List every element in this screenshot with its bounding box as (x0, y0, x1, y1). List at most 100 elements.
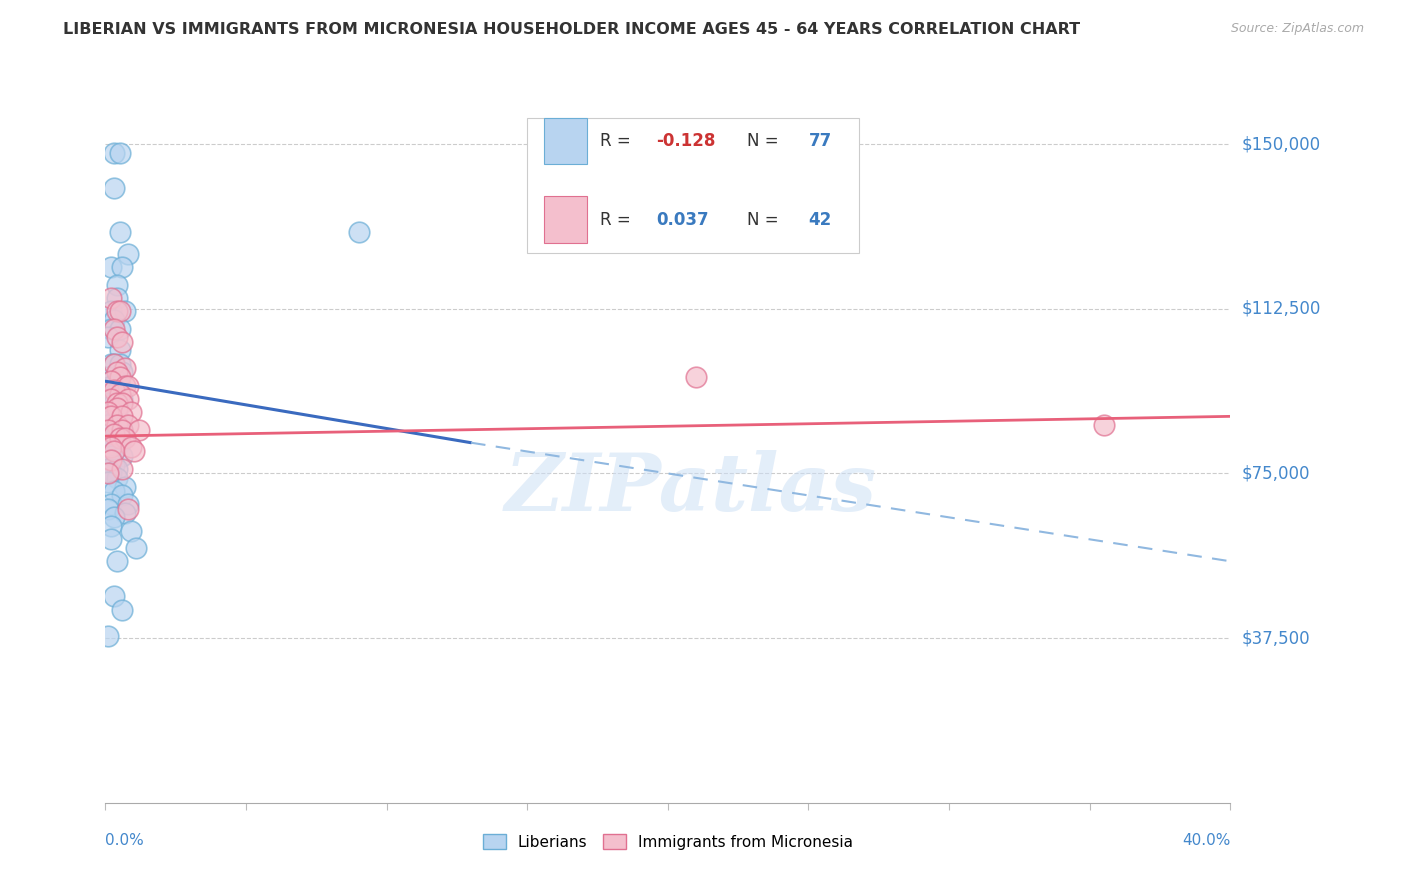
Point (103, 510, 125, 524)
Point (105, 423, 128, 437)
Point (105, 378, 128, 392)
Point (97, 462, 120, 476)
Point (105, 462, 128, 476)
Point (100, 260, 122, 274)
Point (125, 541, 148, 555)
Point (103, 431, 125, 445)
Point (97, 435, 120, 450)
Text: 0.037: 0.037 (657, 211, 709, 228)
Text: $75,000: $75,000 (1241, 465, 1310, 483)
Point (111, 462, 134, 476)
Point (105, 396, 128, 410)
Point (108, 145, 131, 160)
Text: $150,000: $150,000 (1241, 135, 1320, 153)
Point (97, 387, 120, 401)
Point (100, 396, 122, 410)
Text: 77: 77 (808, 132, 832, 150)
Point (100, 497, 122, 511)
Point (105, 330, 128, 344)
Text: R =: R = (600, 211, 637, 228)
Text: 42: 42 (808, 211, 832, 228)
Point (103, 444, 125, 458)
Point (100, 431, 122, 445)
Point (100, 519, 122, 533)
Point (100, 291, 122, 305)
Legend: Liberians, Immigrants from Micronesia: Liberians, Immigrants from Micronesia (477, 828, 859, 855)
Point (108, 431, 131, 445)
Point (103, 357, 125, 371)
Point (103, 181, 125, 195)
Point (103, 396, 125, 410)
Point (111, 260, 134, 274)
Point (100, 405, 122, 419)
Point (105, 374, 128, 388)
Point (111, 409, 134, 424)
Point (100, 533, 122, 547)
Point (97, 405, 120, 419)
Point (97, 396, 120, 410)
Point (97, 330, 120, 344)
Point (111, 396, 134, 410)
Point (103, 444, 125, 458)
Point (120, 405, 142, 419)
Point (103, 145, 125, 160)
Bar (544, 118, 586, 164)
Point (111, 334, 134, 349)
Point (117, 497, 139, 511)
Point (111, 392, 134, 406)
Point (97, 440, 120, 454)
Point (97, 426, 120, 441)
Text: $112,500: $112,500 (1241, 300, 1320, 318)
Point (105, 401, 128, 415)
Point (105, 471, 128, 485)
Point (100, 440, 122, 454)
Point (114, 361, 136, 376)
Point (103, 435, 125, 450)
Point (120, 524, 142, 538)
Point (100, 304, 122, 318)
Point (100, 467, 122, 481)
Text: R =: R = (600, 132, 637, 150)
Point (100, 453, 122, 467)
Text: Source: ZipAtlas.com: Source: ZipAtlas.com (1230, 22, 1364, 36)
Point (103, 383, 125, 397)
Point (108, 369, 131, 384)
Point (97, 453, 120, 467)
Point (1092, 418, 1115, 433)
Point (105, 366, 128, 380)
Point (100, 409, 122, 424)
Point (117, 247, 139, 261)
Point (103, 387, 125, 401)
Text: N =: N = (747, 132, 783, 150)
Point (108, 321, 131, 335)
Text: 0.0%: 0.0% (105, 833, 145, 848)
Point (108, 378, 131, 392)
Point (100, 392, 122, 406)
Point (105, 554, 128, 568)
Point (97, 414, 120, 428)
Point (685, 369, 707, 384)
Point (105, 401, 128, 415)
Point (97, 369, 120, 384)
Point (100, 321, 122, 335)
Point (114, 378, 136, 392)
Point (128, 423, 150, 437)
Point (117, 392, 139, 406)
Point (114, 304, 136, 318)
Text: N =: N = (747, 211, 783, 228)
Point (117, 418, 139, 433)
Point (111, 423, 134, 437)
Point (111, 449, 134, 463)
Point (100, 409, 122, 424)
Text: $37,500: $37,500 (1241, 629, 1310, 647)
Point (103, 414, 125, 428)
Point (105, 418, 128, 433)
Point (122, 444, 145, 458)
Point (108, 343, 131, 358)
Point (114, 431, 136, 445)
Point (103, 312, 125, 326)
Point (100, 374, 122, 388)
Point (103, 590, 125, 604)
Point (105, 304, 128, 318)
Point (97, 475, 120, 490)
